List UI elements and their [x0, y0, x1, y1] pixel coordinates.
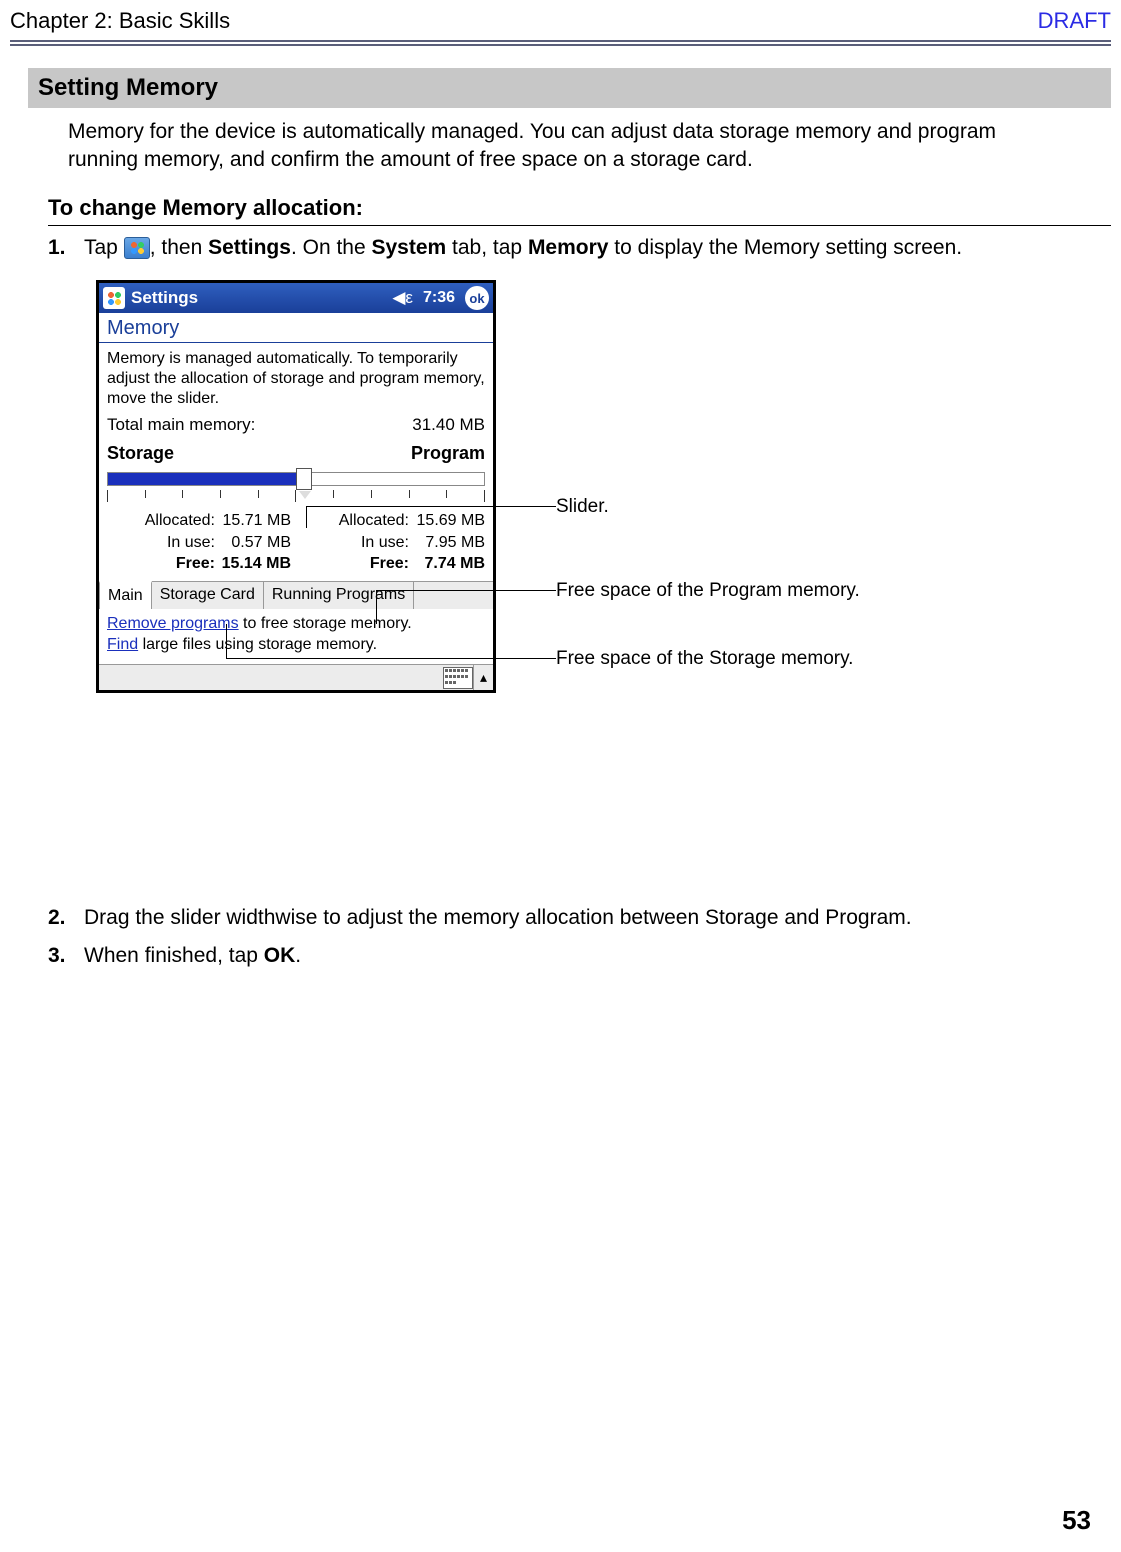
storage-free-value: 15.14 MB: [219, 553, 291, 575]
step-3: 3. When finished, tap OK.: [48, 942, 1031, 970]
step-1-system: System: [371, 236, 446, 259]
screen-title-rule: [99, 342, 493, 343]
step-1-text-c: . On the: [291, 236, 372, 259]
step-3-text-a: When finished, tap: [84, 944, 264, 967]
step-1-settings: Settings: [208, 236, 291, 259]
step-1-text-e: to display the Memory setting screen.: [608, 236, 962, 259]
tab-bar: Main Storage Card Running Programs: [99, 581, 493, 609]
start-icon: [124, 237, 150, 259]
section-heading: Setting Memory: [28, 68, 1111, 108]
slider-fill: [108, 473, 305, 485]
hint-links: Remove programs to free storage memory. …: [99, 609, 493, 664]
keyboard-icon[interactable]: [443, 667, 473, 689]
procedure-heading: To change Memory allocation:: [48, 195, 1111, 221]
find-text: large files using storage memory.: [138, 636, 377, 653]
ok-button[interactable]: ok: [465, 286, 489, 310]
page-number: 53: [1062, 1505, 1091, 1536]
callout-storage-free: Free space of the Storage memory.: [556, 648, 853, 670]
step-3-number: 3.: [48, 942, 72, 970]
step-1-text-d: tab, tap: [446, 236, 528, 259]
storage-heading: Storage: [107, 443, 296, 464]
program-free-value: 7.74 MB: [413, 553, 485, 575]
tab-storage-card[interactable]: Storage Card: [152, 582, 264, 609]
memory-slider[interactable]: [107, 466, 485, 506]
figure: Settings ◀ε 7:36 ok Memory Memory is man…: [96, 280, 1121, 880]
callout-program-free: Free space of the Program memory.: [556, 580, 860, 602]
storage-allocated-value: 15.71 MB: [219, 510, 291, 532]
total-memory-label: Total main memory:: [107, 415, 412, 435]
program-allocated-value: 15.69 MB: [413, 510, 485, 532]
remove-programs-link[interactable]: Remove programs: [107, 615, 239, 632]
remove-programs-text: to free storage memory.: [239, 615, 412, 632]
tab-spacer: [414, 582, 493, 609]
chapter-title: Chapter 2: Basic Skills: [10, 8, 230, 34]
step-3-ok: OK: [264, 944, 296, 967]
find-link[interactable]: Find: [107, 636, 138, 653]
step-1-text-a: Tap: [84, 236, 124, 259]
titlebar-title: Settings: [131, 288, 386, 308]
callout-slider: Slider.: [556, 496, 609, 518]
program-allocated-label: Allocated:: [301, 510, 413, 532]
procedure-rule: [48, 225, 1111, 226]
step-1-number: 1.: [48, 234, 72, 262]
callout-storage-free-label: Free space of the Storage memory.: [556, 648, 853, 669]
tab-main[interactable]: Main: [99, 581, 152, 609]
callout-program-free-label: Free space of the Program memory.: [556, 580, 860, 601]
intro-paragraph: Memory for the device is automatically m…: [68, 118, 1031, 175]
step-2-text: Drag the slider widthwise to adjust the …: [84, 904, 912, 932]
device-screenshot: Settings ◀ε 7:36 ok Memory Memory is man…: [96, 280, 496, 693]
program-inuse-label: In use:: [301, 532, 413, 554]
title-bar: Settings ◀ε 7:36 ok: [99, 283, 493, 313]
speaker-icon[interactable]: ◀ε: [392, 288, 413, 308]
titlebar-time: 7:36: [423, 289, 455, 307]
step-2: 2. Drag the slider widthwise to adjust t…: [48, 904, 1031, 932]
tab-running-programs[interactable]: Running Programs: [264, 582, 414, 609]
step-3-text-b: .: [295, 944, 301, 967]
storage-inuse-label: In use:: [107, 532, 219, 554]
slider-scale: [107, 490, 485, 504]
step-1-text-b: , then: [150, 236, 208, 259]
storage-allocated-label: Allocated:: [107, 510, 219, 532]
callout-slider-label: Slider.: [556, 496, 609, 517]
step-1: 1. Tap , then Settings. On the System ta…: [48, 234, 1031, 262]
screen-title: Memory: [99, 313, 493, 340]
storage-free-label: Free:: [107, 553, 219, 575]
header-rule: [10, 40, 1111, 46]
step-2-number: 2.: [48, 904, 72, 932]
program-inuse-value: 7.95 MB: [413, 532, 485, 554]
start-flag-icon[interactable]: [103, 287, 125, 309]
storage-column: Allocated:15.71 MB In use:0.57 MB Free:1…: [107, 510, 291, 575]
sip-up-icon[interactable]: ▴: [473, 665, 493, 690]
storage-inuse-value: 0.57 MB: [219, 532, 291, 554]
program-free-label: Free:: [301, 553, 413, 575]
slider-thumb[interactable]: [296, 468, 312, 490]
step-1-memory: Memory: [528, 236, 609, 259]
screen-description: Memory is managed automatically. To temp…: [99, 349, 493, 409]
total-memory-value: 31.40 MB: [412, 415, 485, 435]
program-heading: Program: [296, 443, 485, 464]
draft-label: DRAFT: [1038, 8, 1111, 34]
sip-bar: ▴: [99, 664, 493, 690]
program-column: Allocated:15.69 MB In use:7.95 MB Free:7…: [301, 510, 485, 575]
